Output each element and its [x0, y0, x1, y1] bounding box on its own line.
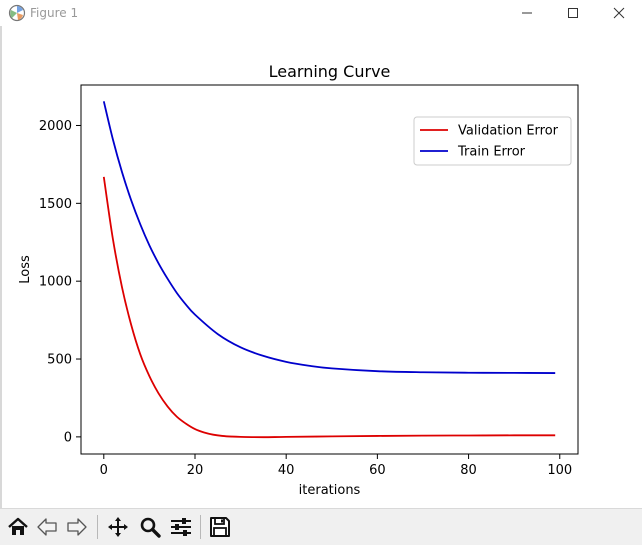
y-tick-label: 0 — [64, 430, 72, 445]
learning-curve-chart: Learning Curve iterations Loss 0 20 40 60 80… — [18, 62, 579, 498]
y-tick-label: 2000 — [39, 119, 72, 134]
toolbar-separator — [97, 515, 98, 539]
zoom-icon — [140, 517, 161, 538]
save-icon — [210, 517, 230, 537]
y-tick-label: 1000 — [39, 275, 72, 290]
window-title: Figure 1 — [30, 6, 79, 20]
legend: Validation Error Train Error — [413, 116, 572, 166]
y-tick-label: 1500 — [39, 197, 72, 212]
x-tick-label: 60 — [369, 463, 386, 478]
x-axis-label: iterations — [299, 483, 361, 498]
close-icon — [613, 7, 625, 19]
window-border — [0, 26, 2, 508]
navigation-toolbar — [0, 508, 642, 545]
x-tick-label: 0 — [100, 463, 108, 478]
home-button[interactable] — [4, 513, 32, 541]
train-error-line — [102, 101, 556, 374]
back-button[interactable] — [33, 513, 61, 541]
x-tick-label: 40 — [278, 463, 295, 478]
plot-area-frame — [80, 84, 579, 455]
forward-icon — [67, 518, 87, 536]
configure-subplots-icon — [171, 518, 191, 536]
window-titlebar: Figure 1 — [0, 0, 642, 26]
x-tick-label: 80 — [460, 463, 477, 478]
close-button[interactable] — [596, 0, 642, 26]
forward-button[interactable] — [63, 513, 91, 541]
validation-error-line — [102, 176, 556, 439]
legend-label: Train Error — [457, 145, 526, 160]
configure-subplots-button[interactable] — [167, 513, 195, 541]
chart-title: Learning Curve — [269, 62, 391, 81]
home-icon — [8, 517, 28, 535]
maximize-icon — [568, 8, 578, 18]
pan-button[interactable] — [104, 513, 132, 541]
legend-label: Validation Error — [458, 124, 559, 139]
figure-canvas[interactable]: Learning Curve iterations Loss 0 20 40 60 80… — [0, 26, 642, 508]
y-tick-label: 500 — [47, 353, 72, 368]
minimize-icon — [522, 12, 532, 14]
maximize-button[interactable] — [550, 0, 596, 26]
matplotlib-icon — [8, 4, 26, 22]
x-tick-label: 100 — [547, 463, 572, 478]
pan-icon — [108, 517, 128, 537]
minimize-button[interactable] — [504, 0, 550, 26]
save-button[interactable] — [206, 513, 234, 541]
x-tick-label: 20 — [187, 463, 204, 478]
zoom-button[interactable] — [136, 513, 164, 541]
back-icon — [37, 518, 57, 536]
y-axis-label: Loss — [18, 255, 33, 284]
legend-box — [413, 116, 572, 166]
toolbar-separator — [200, 515, 201, 539]
